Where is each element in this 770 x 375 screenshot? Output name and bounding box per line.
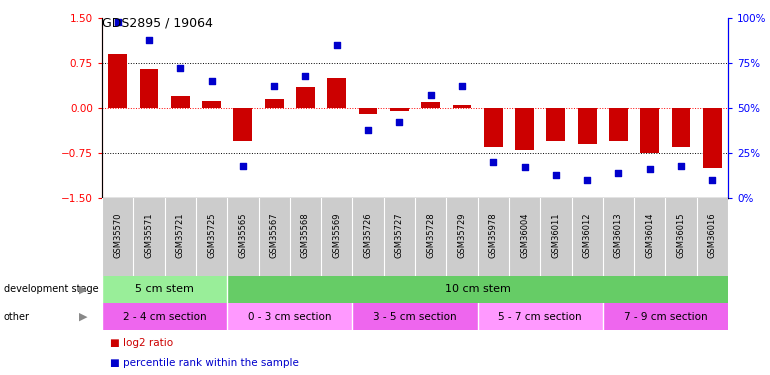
Text: ▶: ▶ <box>79 312 87 321</box>
Text: GSM35721: GSM35721 <box>176 213 185 258</box>
Bar <box>109 54 127 108</box>
Bar <box>515 108 534 150</box>
Point <box>112 19 124 25</box>
Text: GSM36011: GSM36011 <box>551 213 561 258</box>
Text: ■ log2 ratio: ■ log2 ratio <box>109 338 172 348</box>
Point <box>675 163 687 169</box>
Text: GDS2895 / 19064: GDS2895 / 19064 <box>102 16 213 29</box>
Bar <box>641 108 659 153</box>
Text: GSM35565: GSM35565 <box>239 213 247 258</box>
Text: GSM35570: GSM35570 <box>113 213 122 258</box>
Point <box>330 42 343 48</box>
Bar <box>227 303 353 330</box>
Point <box>706 177 718 183</box>
Text: GSM35978: GSM35978 <box>489 213 497 258</box>
Bar <box>102 276 227 303</box>
Bar <box>327 78 346 108</box>
Text: GSM35727: GSM35727 <box>395 213 403 258</box>
Text: GSM36016: GSM36016 <box>708 213 717 258</box>
Bar <box>477 303 603 330</box>
Text: other: other <box>4 312 30 321</box>
Point <box>550 172 562 178</box>
Bar <box>421 102 440 108</box>
Text: 10 cm stem: 10 cm stem <box>444 285 511 294</box>
Text: GSM35568: GSM35568 <box>301 213 310 258</box>
Text: ■ percentile rank within the sample: ■ percentile rank within the sample <box>109 358 299 368</box>
Bar <box>265 99 283 108</box>
Point <box>581 177 594 183</box>
Text: GSM36012: GSM36012 <box>583 213 591 258</box>
Bar <box>203 101 221 108</box>
Bar <box>139 69 159 108</box>
Bar <box>353 303 477 330</box>
Point <box>393 119 406 125</box>
Text: GSM36014: GSM36014 <box>645 213 654 258</box>
Text: 0 - 3 cm section: 0 - 3 cm section <box>248 312 332 321</box>
Bar <box>359 108 377 114</box>
Text: 5 cm stem: 5 cm stem <box>136 285 194 294</box>
Bar <box>609 108 628 141</box>
Text: 5 - 7 cm section: 5 - 7 cm section <box>498 312 582 321</box>
Point <box>206 78 218 84</box>
Point <box>487 159 500 165</box>
Text: 2 - 4 cm section: 2 - 4 cm section <box>122 312 206 321</box>
Text: GSM36013: GSM36013 <box>614 213 623 258</box>
Point <box>174 65 186 71</box>
Point <box>142 37 155 43</box>
Point <box>518 164 531 170</box>
Text: ▶: ▶ <box>79 285 87 294</box>
Bar <box>102 303 227 330</box>
Text: GSM35567: GSM35567 <box>270 213 279 258</box>
Text: GSM35726: GSM35726 <box>363 213 373 258</box>
Text: GSM36004: GSM36004 <box>520 213 529 258</box>
Text: development stage: development stage <box>4 285 99 294</box>
Bar <box>233 108 253 141</box>
Point <box>644 166 656 172</box>
Text: GSM35728: GSM35728 <box>426 213 435 258</box>
Point <box>236 163 249 169</box>
Bar <box>703 108 721 168</box>
Bar <box>227 276 728 303</box>
Text: 3 - 5 cm section: 3 - 5 cm section <box>373 312 457 321</box>
Text: 7 - 9 cm section: 7 - 9 cm section <box>624 312 707 321</box>
Bar <box>171 96 189 108</box>
Text: GSM35569: GSM35569 <box>332 213 341 258</box>
Point <box>362 127 374 133</box>
Text: GSM35729: GSM35729 <box>457 213 467 258</box>
Bar <box>578 108 597 144</box>
Bar <box>603 303 728 330</box>
Text: GSM36015: GSM36015 <box>677 213 685 258</box>
Bar <box>547 108 565 141</box>
Point <box>268 83 280 89</box>
Point <box>300 73 312 79</box>
Text: GSM35725: GSM35725 <box>207 213 216 258</box>
Bar <box>671 108 691 147</box>
Bar <box>296 87 315 108</box>
Bar <box>453 105 471 108</box>
Bar <box>390 108 409 111</box>
Point <box>456 83 468 89</box>
Point <box>612 170 624 176</box>
Bar <box>484 108 503 147</box>
Text: GSM35571: GSM35571 <box>145 213 153 258</box>
Point <box>424 92 437 98</box>
